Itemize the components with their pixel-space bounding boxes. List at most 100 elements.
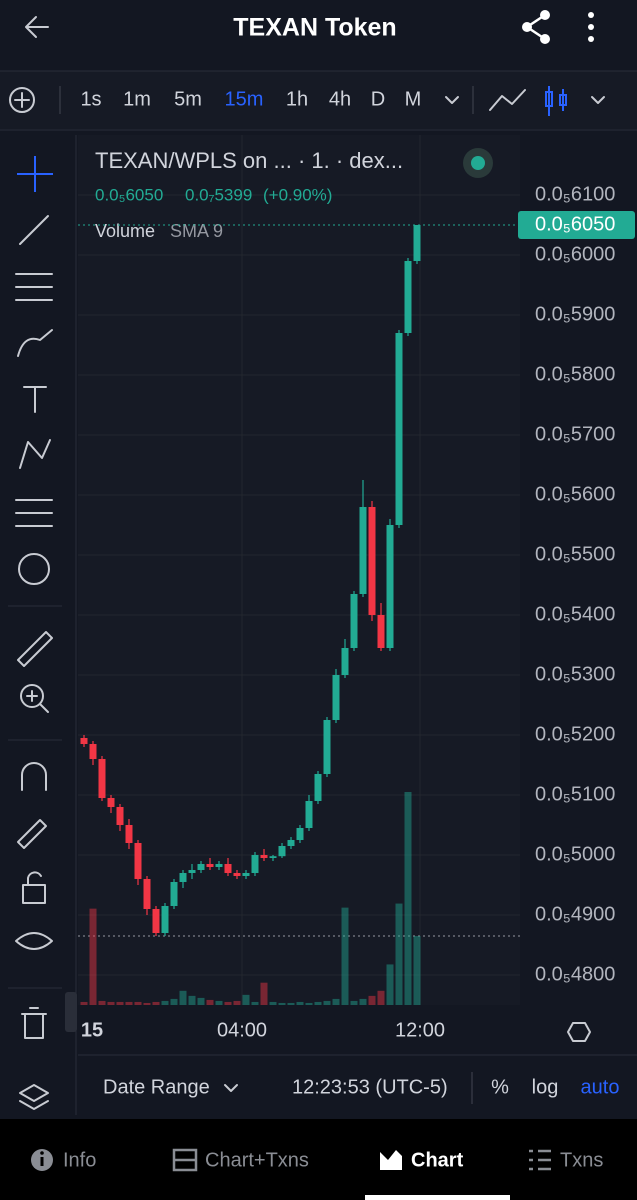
interval-dropdown[interactable] (445, 96, 459, 104)
menu-button[interactable] (588, 12, 594, 42)
candle-body (80, 738, 88, 744)
auto-toggle[interactable]: auto (581, 1076, 620, 1098)
interval-button[interactable]: 1m (123, 88, 151, 110)
volume-bar (206, 999, 214, 1005)
volume-bar (152, 1001, 160, 1005)
candle-body (404, 261, 412, 333)
candle-body (278, 846, 286, 857)
interval-button[interactable]: 5m (174, 88, 202, 110)
candle-body (125, 825, 133, 843)
candle-body (89, 744, 97, 759)
collapse-toolbar[interactable] (65, 992, 77, 1032)
interval-button[interactable]: 4h (329, 88, 351, 110)
volume-bar (242, 994, 250, 1005)
log-toggle[interactable]: log (532, 1076, 559, 1098)
page-title: TEXAN Token (233, 14, 396, 42)
volume-bar (224, 1001, 232, 1005)
brush-tool[interactable] (17, 329, 53, 357)
volume-bar (287, 1002, 295, 1005)
y-tick-label: 0.0₅5100 (535, 783, 615, 805)
header-bar (0, 0, 637, 70)
candle-body (179, 873, 187, 882)
text-tool[interactable] (23, 386, 47, 413)
candle-body (152, 909, 160, 933)
volume-bar (107, 1001, 115, 1005)
volume-bar (314, 1001, 322, 1005)
candle-body (260, 855, 268, 858)
nav-tab[interactable]: Chart+Txns (205, 1149, 309, 1171)
volume-bar (98, 1000, 106, 1005)
ruler-tool[interactable] (17, 631, 53, 667)
nav-tab[interactable]: Info (63, 1149, 96, 1171)
last-price-label: 0.0₅6050 (535, 213, 615, 235)
fib-tool[interactable] (15, 273, 53, 301)
y-tick-label: 0.0₅5400 (535, 603, 615, 625)
nav-tab[interactable]: Chart (411, 1149, 464, 1171)
trend-line-tool[interactable] (19, 215, 49, 245)
zoom-tool[interactable] (20, 684, 49, 713)
legend-close: 0.0₅6050 (95, 185, 163, 204)
date-range-button[interactable]: Date Range (103, 1076, 210, 1098)
info-icon (31, 1149, 53, 1171)
candle-body (188, 870, 196, 873)
candle-body (314, 774, 322, 801)
chart-txns-icon (172, 1148, 198, 1172)
volume-bar (413, 936, 421, 1005)
candle-body (233, 873, 241, 876)
date-range-dropdown[interactable] (224, 1084, 238, 1092)
y-tick-label: 0.0₅5200 (535, 723, 615, 745)
interval-button[interactable]: D (371, 88, 385, 110)
candle-body (98, 759, 106, 798)
line-chart-button[interactable] (489, 89, 526, 111)
volume-bar (404, 792, 412, 1005)
add-indicator-button[interactable] (9, 87, 35, 113)
active-tab-indicator (365, 1195, 510, 1200)
prediction-tool[interactable] (15, 499, 53, 527)
interval-button[interactable]: 1s (80, 88, 101, 110)
share-button[interactable] (522, 10, 550, 44)
layers-tool[interactable] (19, 1084, 49, 1110)
chart-symbol: TEXAN/WPLS on ... · 1. · dex... (95, 148, 403, 173)
chart-type-dropdown[interactable] (591, 96, 605, 104)
chart-icon (380, 1150, 402, 1170)
txns-icon (529, 1149, 551, 1171)
pattern-tool[interactable] (19, 439, 51, 469)
candle-body (332, 675, 340, 720)
interval-button[interactable]: 15m (225, 88, 264, 110)
legend-change: 0.0₇5399 (185, 185, 252, 204)
candle-body (251, 855, 259, 873)
delete-tool[interactable] (21, 1007, 47, 1039)
volume-bar (89, 908, 97, 1005)
interval-bar (0, 71, 637, 129)
candle-chart-button[interactable] (545, 86, 567, 116)
candle-body (305, 801, 313, 828)
magnet-tool[interactable] (21, 762, 47, 791)
candle-body (359, 507, 367, 594)
interval-button[interactable]: 1h (286, 88, 308, 110)
lock-tool[interactable] (22, 871, 46, 904)
candle-body (242, 873, 250, 876)
back-button[interactable] (25, 16, 49, 38)
candle-body (296, 828, 304, 840)
crosshair-tool[interactable] (17, 156, 53, 192)
candle-body (323, 720, 331, 774)
visibility-tool[interactable] (15, 932, 53, 950)
emoji-tool[interactable] (18, 553, 50, 585)
percent-toggle[interactable]: % (491, 1076, 509, 1098)
y-tick-label: 0.0₅4900 (535, 903, 615, 925)
plot-area (78, 135, 520, 1005)
candle-body (224, 864, 232, 873)
nav-tab[interactable]: Txns (560, 1149, 603, 1171)
lock-draw-tool[interactable] (17, 819, 47, 849)
volume-bar (161, 1000, 169, 1005)
last-price-badge (518, 211, 635, 239)
volume-bar (278, 1002, 286, 1005)
candle-body (413, 225, 421, 261)
y-tick-label: 0.0₅5800 (535, 363, 615, 385)
volume-bar (332, 998, 340, 1005)
candle-body (143, 879, 151, 909)
settings-button[interactable] (567, 1022, 591, 1042)
interval-button[interactable]: M (405, 88, 422, 110)
volume-bar (359, 998, 367, 1005)
x-tick-label: 04:00 (217, 1019, 267, 1041)
